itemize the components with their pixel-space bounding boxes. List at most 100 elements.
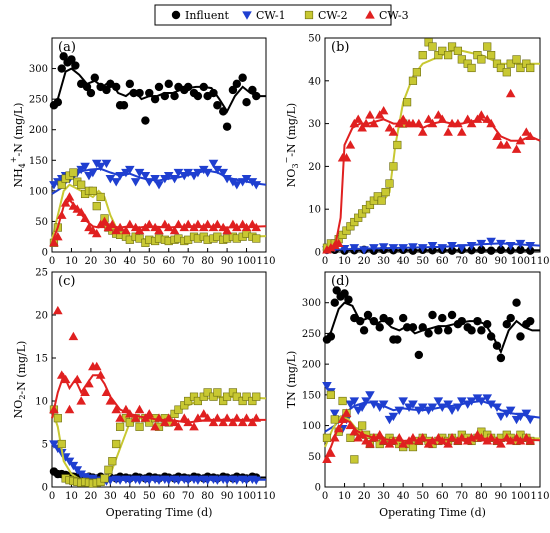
y-tick-label: 250	[302, 329, 321, 340]
legend-marker-cw-3	[365, 10, 375, 19]
data-point-influent	[330, 298, 339, 307]
data-point-cw-3	[68, 331, 79, 341]
panel-b: 0 10 20 30 40 50 60 70 80 90 100 110 0 10 20 30 40 50 (b) N…	[282, 34, 550, 268]
y-tick-label: 150	[29, 156, 48, 167]
data-point-cw-1	[378, 400, 389, 409]
data-point-cw-2	[184, 396, 193, 406]
x-tick-label: 20	[85, 256, 98, 267]
data-point-influent	[248, 85, 257, 95]
data-point-cw-1	[349, 397, 360, 406]
data-point-cw-2	[108, 457, 117, 466]
data-point-cw-3	[80, 387, 90, 396]
x-tick-label: 10	[65, 256, 78, 267]
data-point-cw-2	[526, 63, 535, 73]
data-point-cw-3	[486, 433, 496, 442]
data-point-cw-1	[525, 241, 536, 251]
x-tick-label: 90	[221, 491, 234, 502]
legend-label-cw-3: CW-3	[379, 9, 409, 22]
x-tick-label: 40	[397, 256, 410, 267]
data-point-cw-1	[466, 397, 477, 406]
data-point-cw-1	[154, 476, 164, 485]
data-point-cw-3	[241, 222, 252, 232]
data-point-influent	[438, 313, 447, 323]
x-tick-label: 80	[475, 491, 488, 502]
data-point-cw-2	[377, 196, 386, 205]
data-point-cw-3	[466, 118, 477, 128]
panel-d-frame	[324, 271, 541, 488]
data-point-cw-3	[492, 131, 502, 141]
data-point-influent	[67, 55, 76, 64]
data-point-cw-3	[357, 123, 367, 132]
data-point-cw-2	[135, 422, 144, 431]
data-point-cw-3	[173, 219, 184, 229]
data-point-cw-2	[487, 51, 496, 60]
x-tick-label: 40	[123, 491, 136, 502]
data-point-cw-1	[130, 178, 141, 187]
data-point-cw-3	[472, 114, 483, 123]
data-point-cw-2	[338, 396, 347, 406]
data-point-influent	[447, 310, 457, 320]
data-point-cw-3	[329, 240, 340, 250]
data-point-cw-1	[476, 397, 487, 406]
data-point-cw-3	[398, 114, 408, 123]
data-point-influent	[238, 73, 247, 82]
data-point-influent	[59, 52, 68, 61]
data-point-cw-3	[218, 417, 228, 427]
data-point-influent	[90, 73, 100, 82]
x-tick-label: 70	[455, 491, 468, 502]
data-point-cw-3	[408, 433, 418, 442]
data-point-cw-2	[506, 59, 515, 68]
data-point-cw-2	[418, 51, 427, 60]
data-point-cw-3	[101, 387, 112, 396]
data-point-cw-2	[428, 42, 437, 51]
data-point-cw-1	[202, 476, 213, 485]
series-cw-1	[322, 382, 541, 434]
data-point-cw-2	[252, 234, 261, 243]
data-point-cw-3	[173, 422, 184, 431]
legend-marker-cw-1	[242, 11, 252, 20]
data-point-cw-3	[183, 219, 193, 229]
data-point-cw-3	[466, 433, 477, 442]
data-point-influent	[516, 245, 525, 255]
data-point-cw-3	[222, 225, 232, 235]
legend: Influent CW-1 CW-2 CW-3	[154, 4, 409, 26]
data-point-cw-3	[163, 413, 174, 422]
data-point-cw-3	[64, 404, 75, 414]
data-point-cw-1	[95, 162, 106, 172]
data-point-cw-3	[76, 207, 86, 216]
data-point-influent	[332, 286, 341, 295]
data-point-cw-1	[525, 415, 536, 425]
data-point-cw-2	[174, 405, 183, 414]
x-tick-label: 50	[143, 256, 156, 267]
data-point-cw-3	[437, 114, 448, 123]
data-point-cw-1	[125, 165, 135, 175]
data-point-cw-3	[414, 118, 424, 128]
data-point-influent	[222, 122, 232, 131]
data-point-cw-1	[339, 244, 350, 254]
data-point-influent	[228, 85, 238, 95]
data-point-influent	[398, 313, 408, 323]
x-tick-label: 10	[65, 491, 78, 502]
data-point-cw-1	[212, 476, 223, 485]
data-point-influent	[355, 316, 365, 326]
data-point-cw-1	[140, 171, 151, 181]
data-point-cw-2	[100, 474, 109, 483]
data-point-influent	[102, 85, 111, 95]
data-point-influent	[150, 94, 160, 104]
data-point-cw-3	[476, 433, 487, 442]
x-tick-label: 100	[511, 491, 530, 502]
y-tick-label: 15	[35, 354, 48, 365]
y-tick-label: 150	[302, 390, 321, 401]
data-point-cw-1	[241, 175, 252, 184]
series-influent	[322, 286, 540, 363]
data-point-cw-3	[125, 409, 135, 418]
data-point-influent	[408, 323, 418, 332]
x-tick-label: 20	[358, 256, 371, 267]
data-point-cw-3	[462, 114, 473, 123]
legend-label-influent: Influent	[185, 9, 229, 22]
x-tick-label: 60	[162, 491, 175, 502]
data-point-cw-1	[49, 440, 59, 449]
data-point-cw-2	[96, 192, 105, 202]
data-point-cw-3	[154, 225, 164, 235]
data-point-cw-3	[345, 420, 356, 430]
